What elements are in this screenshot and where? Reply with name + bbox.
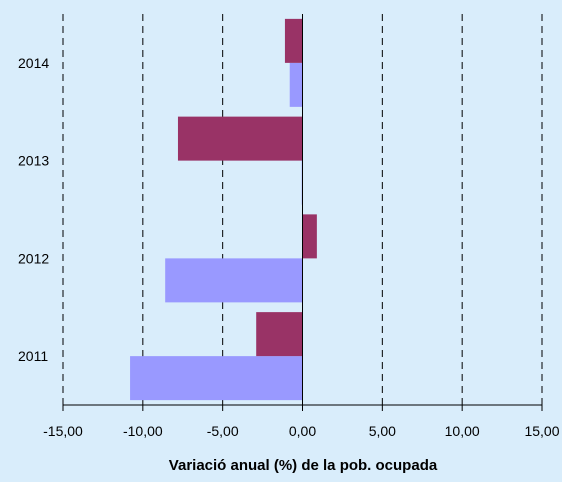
x-tick-label: -5,00 — [207, 423, 239, 439]
bar — [284, 18, 303, 63]
x-tick-label: 0,00 — [289, 423, 316, 439]
x-tick-label: -15,00 — [43, 423, 83, 439]
y-category-label: 2012 — [18, 250, 49, 266]
bars — [130, 18, 317, 401]
y-category-label: 2013 — [18, 153, 49, 169]
bar — [302, 214, 317, 259]
y-category-label: 2011 — [18, 348, 48, 364]
bar — [165, 258, 303, 303]
y-category-label: 2014 — [18, 55, 49, 71]
x-tick-label: -10,00 — [123, 423, 163, 439]
x-tick-label: 10,00 — [445, 423, 480, 439]
bar — [130, 356, 303, 401]
axes — [62, 14, 543, 411]
x-axis-title: Variació anual (%) de la pob. ocupada — [169, 457, 438, 474]
bar — [289, 62, 303, 107]
x-tick-label: 15,00 — [524, 423, 559, 439]
x-tick-label: 5,00 — [369, 423, 396, 439]
bar — [177, 116, 303, 161]
labels: -15,00 -10,00 -5,00 0,00 5,00 10,00 15,00 2011 2… — [18, 55, 560, 439]
gridlines — [62, 14, 543, 405]
bar — [256, 312, 303, 357]
